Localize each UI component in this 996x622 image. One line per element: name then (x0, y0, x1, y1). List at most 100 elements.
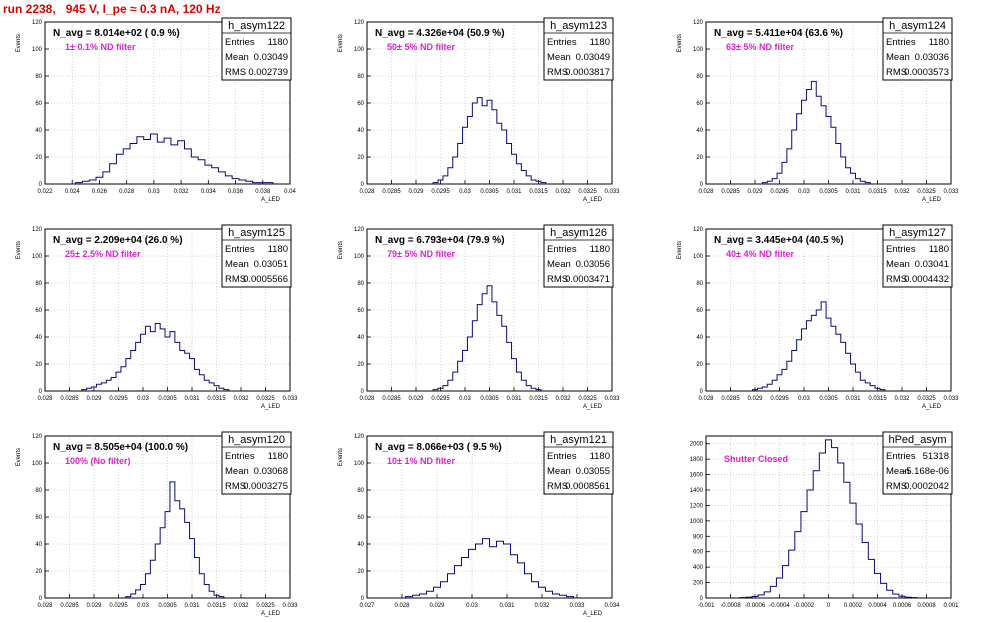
y-tick-label: 20 (357, 362, 364, 368)
x-tick-label: 0.0325 (256, 603, 275, 609)
x-tick-label: 0.032 (555, 189, 571, 195)
y-tick-label: 400 (693, 565, 704, 571)
stat-key: Mean (547, 52, 571, 63)
y-tick-label: 200 (693, 581, 704, 587)
x-tick-label: 0.027 (359, 603, 375, 609)
x-tick-label: 0 (827, 603, 831, 609)
x-tick-label: 0.0315 (207, 603, 226, 609)
x-tick-label: 0.032 (555, 396, 571, 402)
stats-box (543, 17, 614, 81)
x-tick-label: 0.033 (604, 189, 620, 195)
y-tick-label: 80 (696, 74, 703, 80)
x-tick-label: 0.0305 (158, 396, 177, 402)
histogram-panel-h_asym123: 0.028 0.0285 0.029 0.0295 0.03 0.0305 0.031 0.0… (338, 17, 620, 203)
x-tick-label: 0.0305 (480, 189, 499, 195)
x-tick-label: -0.001 (697, 603, 715, 609)
y-tick-label: 40 (696, 128, 703, 134)
x-tick-label: 0.033 (569, 603, 585, 609)
y-tick-label: 80 (696, 281, 703, 287)
y-tick-label: 1600 (690, 473, 704, 479)
x-tick-label: 0.0295 (109, 603, 128, 609)
x-tick-label: 0.028 (37, 603, 53, 609)
x-tick-label: 0.033 (943, 396, 959, 402)
y-tick-label: 40 (35, 335, 42, 341)
histogram-series (432, 285, 542, 391)
stat-key: Mean (886, 259, 910, 270)
histogram-series (752, 301, 886, 391)
stat-key: RMS (886, 481, 907, 492)
x-tick-label: 0.033 (604, 396, 620, 402)
x-tick-label: 0.0285 (60, 603, 79, 609)
y-tick-label: 120 (354, 20, 365, 26)
y-tick-label: 0 (361, 182, 365, 188)
x-tick-label: 0.036 (228, 189, 244, 195)
x-tick-label: 0.0295 (431, 189, 450, 195)
x-tick-label: 0.0305 (819, 396, 838, 402)
n-avg-label: N_avg = 3.445e+04 (40.5 %) (714, 235, 844, 246)
stat-value: 51318 (923, 451, 949, 462)
x-tick-label: 0.029 (747, 189, 763, 195)
stat-value: 1180 (268, 244, 288, 255)
x-tick-label: 0.0295 (770, 189, 789, 195)
stats-box (882, 431, 953, 495)
stats-box (221, 224, 292, 288)
stat-value: 0.0008561 (565, 481, 610, 492)
stat-value: 1180 (590, 244, 610, 255)
y-tick-label: 100 (354, 47, 365, 53)
stat-value: 1180 (929, 37, 949, 48)
stat-key: Mean (547, 259, 571, 270)
stat-key: Mean (225, 466, 249, 477)
x-tick-label: 0.0315 (529, 396, 548, 402)
y-tick-label: 800 (693, 534, 704, 540)
stat-value: 0.002739 (248, 67, 288, 78)
x-tick-label: 0.033 (943, 189, 959, 195)
stat-key: Entries (225, 451, 255, 462)
n-avg-label: N_avg = 8.066e+03 ( 9.5 %) (375, 442, 502, 453)
stats-box (221, 431, 292, 495)
y-tick-label: 0 (39, 389, 43, 395)
x-axis-label: A_LED (583, 404, 603, 410)
x-tick-label: 0.033 (282, 396, 298, 402)
x-tick-label: 0.0305 (819, 189, 838, 195)
stat-key: RMS (547, 67, 568, 78)
y-axis-label: Events (338, 241, 344, 259)
x-tick-label: 0.029 (86, 396, 102, 402)
filter-label: 40± 4% ND filter (726, 249, 794, 259)
x-tick-label: 0.0285 (60, 396, 79, 402)
y-tick-label: 0 (361, 389, 365, 395)
stat-value: 0.03041 (915, 259, 949, 270)
y-tick-label: 0 (700, 389, 704, 395)
histogram-panel-h_asym122: 0.022 0.024 0.026 0.028 0.03 0.032 0.034 0.036 0… (16, 17, 296, 203)
filter-label: 10± 1% ND filter (387, 456, 455, 466)
filter-label: 63± 5% ND filter (726, 42, 794, 52)
y-tick-label: 60 (35, 515, 42, 521)
filter-label: 79± 5% ND filter (387, 249, 455, 259)
x-tick-label: 0.0325 (917, 396, 936, 402)
x-tick-label: 0.03 (466, 603, 478, 609)
y-tick-label: 40 (35, 128, 42, 134)
stat-value: 1180 (590, 451, 610, 462)
y-tick-label: 120 (354, 434, 365, 440)
y-tick-label: 120 (693, 20, 704, 26)
histogram-name: h_asym126 (550, 227, 607, 239)
y-tick-label: 80 (357, 281, 364, 287)
stat-key: Mean (547, 466, 571, 477)
x-tick-label: 0.0295 (431, 396, 450, 402)
y-tick-label: 60 (357, 308, 364, 314)
x-axis-label: A_LED (261, 611, 281, 617)
y-tick-label: 80 (35, 74, 42, 80)
x-tick-label: 0.031 (845, 396, 861, 402)
filter-label: 25± 2.5% ND filter (65, 249, 141, 259)
histogram-panel-h_asym124: 0.028 0.0285 0.029 0.0295 0.03 0.0305 0.031 0.0… (677, 17, 959, 203)
y-tick-label: 20 (696, 155, 703, 161)
y-tick-label: 1800 (690, 457, 704, 463)
x-tick-label: 0.028 (119, 189, 135, 195)
run-title: run 2238, 945 V, I_pe ≈ 0.3 nA, 120 Hz (3, 2, 221, 16)
filter-label: 1± 0.1% ND filter (65, 42, 136, 52)
histogram-name: h_asym124 (889, 20, 946, 32)
x-tick-label: -0.0006 (745, 603, 766, 609)
stat-value: 1180 (268, 37, 288, 48)
y-tick-label: 80 (357, 488, 364, 494)
histogram-name: h_asym121 (550, 434, 607, 446)
y-axis-label: Events (677, 241, 683, 259)
